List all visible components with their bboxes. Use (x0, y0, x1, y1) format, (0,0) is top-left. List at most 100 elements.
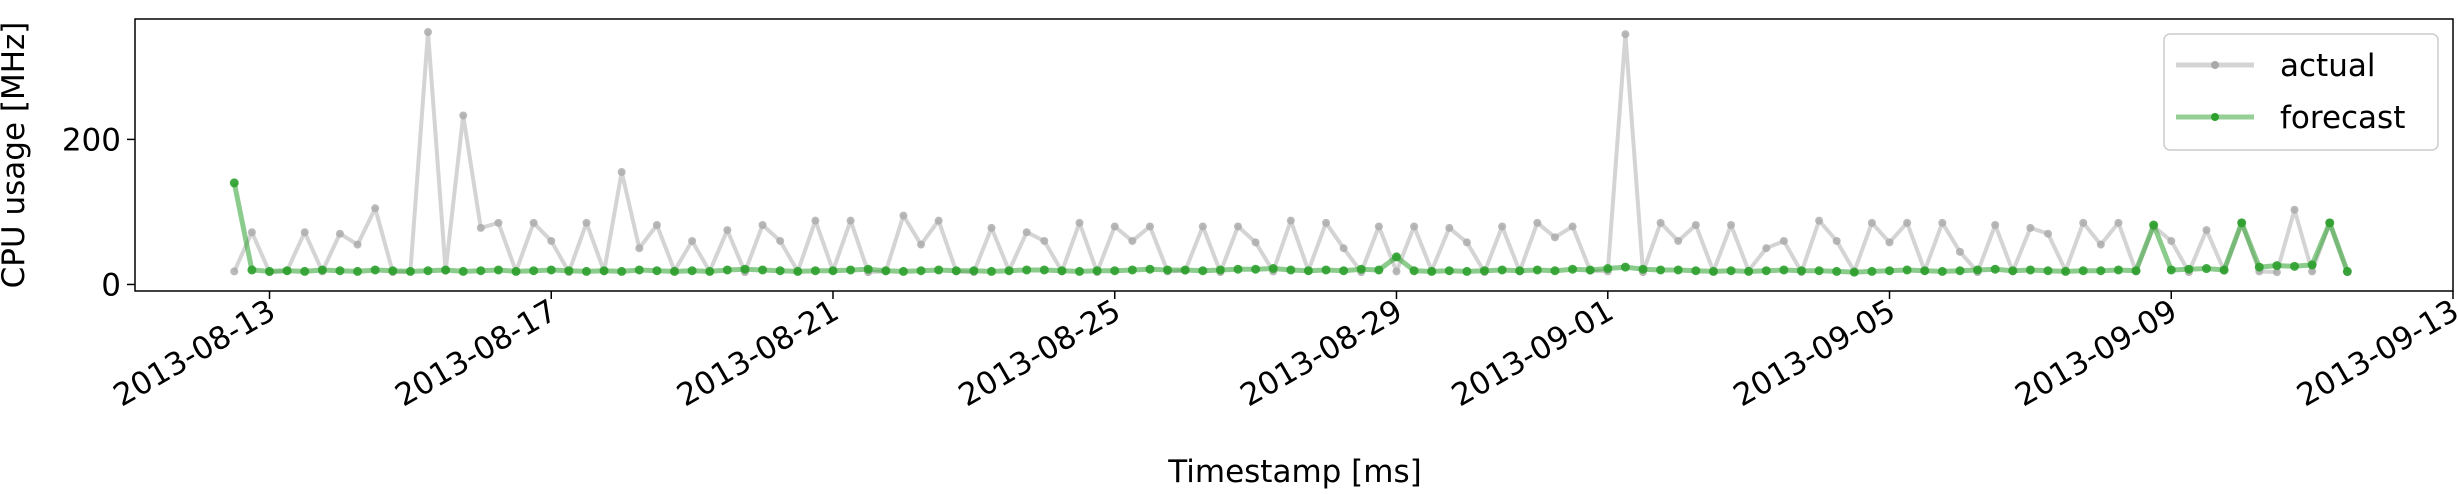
data-point (758, 220, 767, 229)
data-point (1973, 265, 1983, 275)
data-point (353, 266, 363, 276)
data-point (1656, 218, 1665, 227)
data-point (1727, 220, 1736, 229)
data-point (476, 266, 486, 276)
data-point (1427, 266, 1437, 276)
data-point (705, 266, 715, 276)
legend-marker (2211, 61, 2219, 69)
data-point (1374, 222, 1383, 231)
data-point (2025, 265, 2035, 275)
data-point (652, 266, 662, 276)
data-point (793, 266, 803, 276)
data-point (1991, 220, 2000, 229)
data-point (1321, 265, 1331, 275)
data-point (1779, 236, 1788, 245)
data-point (917, 240, 926, 249)
data-point (1498, 222, 1507, 231)
data-point (1392, 267, 1401, 276)
data-point (599, 266, 609, 276)
y-tick-label: 0 (101, 267, 121, 303)
data-point (581, 266, 591, 276)
legend-label: actual (2280, 48, 2375, 84)
data-point (1480, 266, 1490, 276)
data-point (2290, 261, 2300, 271)
data-point (1938, 218, 1947, 227)
data-point (2114, 218, 2123, 227)
data-point (2167, 236, 2176, 245)
data-point (881, 266, 891, 276)
data-point (511, 266, 521, 276)
data-point (846, 265, 856, 275)
data-point (846, 216, 855, 225)
data-point (1867, 218, 1876, 227)
data-point (441, 265, 451, 275)
data-point (934, 216, 943, 225)
data-point (1163, 265, 1173, 275)
data-point (423, 266, 433, 276)
data-point (2202, 226, 2211, 235)
data-point (388, 266, 398, 276)
data-point (1410, 222, 1419, 231)
data-point (2237, 218, 2247, 228)
data-point (898, 266, 908, 276)
data-point (1004, 266, 1014, 276)
data-point (1885, 266, 1895, 276)
data-point (1286, 216, 1295, 225)
data-point (1445, 223, 1454, 232)
data-point (1849, 267, 1859, 277)
data-point (1145, 264, 1155, 274)
data-point (1339, 244, 1348, 253)
x-tick-label: 2013-08-17 (389, 293, 563, 414)
data-point (1251, 238, 1260, 247)
data-point (1110, 266, 1120, 276)
data-point (1180, 265, 1190, 275)
data-point (2043, 229, 2052, 238)
data-point (1145, 222, 1154, 231)
data-point (1761, 266, 1771, 276)
data-point (2272, 261, 2282, 271)
data-point (265, 266, 275, 276)
data-point (934, 265, 944, 275)
data-point (229, 178, 239, 188)
data-point (423, 28, 432, 37)
data-point (1251, 264, 1261, 274)
data-point (1674, 236, 1683, 245)
data-point (529, 218, 538, 227)
x-axis-label: Timestamp [ms] (1167, 454, 1421, 490)
data-point (300, 266, 310, 276)
data-point (652, 220, 661, 229)
data-point (1885, 238, 1894, 247)
data-point (811, 216, 820, 225)
data-point (1867, 266, 1877, 276)
data-point (740, 264, 750, 274)
data-point (1233, 222, 1242, 231)
data-point (1233, 264, 1243, 274)
data-point (2061, 266, 2071, 276)
data-point (1903, 218, 1912, 227)
x-tick-label: 2013-08-29 (1234, 293, 1408, 414)
data-point (582, 218, 591, 227)
data-point (986, 266, 996, 276)
data-point (2308, 267, 2317, 276)
data-point (1040, 236, 1049, 245)
data-point (493, 265, 503, 275)
data-point (1621, 30, 1630, 39)
data-point (546, 265, 556, 275)
data-point (1726, 266, 1736, 276)
data-point (1110, 222, 1119, 231)
data-point (230, 267, 239, 276)
data-point (670, 266, 680, 276)
data-point (1444, 266, 1454, 276)
data-point (1356, 264, 1366, 274)
data-point (863, 264, 873, 274)
data-point (617, 168, 626, 177)
data-point (1920, 266, 1930, 276)
data-point (1075, 266, 1085, 276)
data-point (951, 266, 961, 276)
series (229, 178, 2352, 277)
data-point (458, 266, 468, 276)
x-tick-label: 2013-09-13 (2291, 293, 2458, 414)
data-point (1022, 228, 1031, 237)
data-point (459, 111, 468, 120)
